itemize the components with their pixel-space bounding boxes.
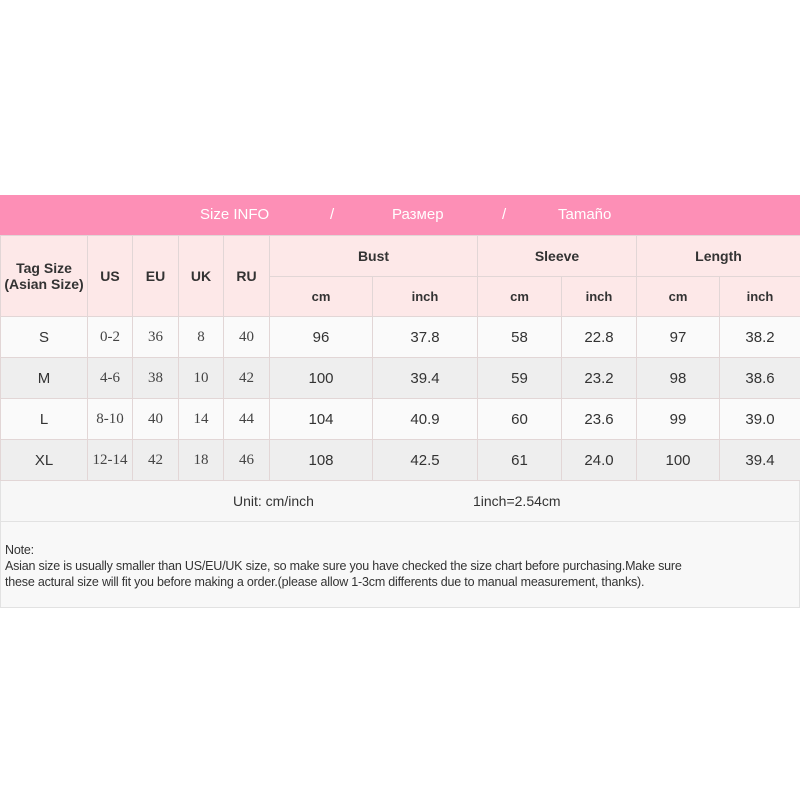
header-sleeve-inch: inch (561, 276, 637, 317)
note-section: Note: Asian size is usually smaller than… (0, 522, 800, 608)
cell-length-cm: 99 (636, 398, 720, 440)
banner-separator: / (502, 206, 507, 223)
cell-length-in: 38.6 (719, 357, 800, 399)
cell-uk: 18 (178, 439, 224, 481)
header-length: Length (636, 235, 800, 277)
cell-length-in: 39.4 (719, 439, 800, 481)
cell-sleeve-in: 22.8 (561, 316, 637, 358)
unit-row: Unit: cm/inch 1inch=2.54cm (0, 481, 800, 522)
cell-length-in: 39.0 (719, 398, 800, 440)
note-title: Note: (5, 543, 34, 557)
note-line: these actural size will fit you before m… (5, 575, 645, 589)
cell-bust-in: 42.5 (372, 439, 478, 481)
cell-tag: XL (0, 439, 88, 481)
cell-ru: 44 (223, 398, 270, 440)
header-bust-inch: inch (372, 276, 478, 317)
cell-eu: 40 (132, 398, 179, 440)
size-chart: Size INFO / Размер / Tamaño Tag Size (As… (0, 195, 800, 608)
header-tag-size: Tag Size (Asian Size) (0, 235, 88, 317)
table-row: L 8-10 40 14 44 104 40.9 60 23.6 99 39.0 (0, 398, 800, 440)
table-row: XL 12-14 42 18 46 108 42.5 61 24.0 100 39.4 (0, 439, 800, 481)
banner-title-ru: Размер (392, 206, 444, 223)
table-row: M 4-6 38 10 42 100 39.4 59 23.2 98 38.6 (0, 357, 800, 399)
cell-sleeve-cm: 60 (477, 398, 562, 440)
cell-us: 4-6 (87, 357, 133, 399)
cell-sleeve-in: 23.2 (561, 357, 637, 399)
cell-tag: L (0, 398, 88, 440)
table-row: S 0-2 36 8 40 96 37.8 58 22.8 97 38.2 (0, 316, 800, 358)
cell-tag: M (0, 357, 88, 399)
cell-uk: 8 (178, 316, 224, 358)
cell-bust-cm: 100 (269, 357, 373, 399)
cell-bust-cm: 108 (269, 439, 373, 481)
size-table: Tag Size (Asian Size) US EU UK RU Bust S… (0, 235, 800, 481)
header-ru: RU (223, 235, 270, 317)
header-length-cm: cm (636, 276, 720, 317)
cell-eu: 42 (132, 439, 179, 481)
cell-sleeve-in: 24.0 (561, 439, 637, 481)
cell-sleeve-cm: 61 (477, 439, 562, 481)
cell-ru: 40 (223, 316, 270, 358)
unit-label: Unit: cm/inch (233, 493, 314, 509)
cell-length-cm: 100 (636, 439, 720, 481)
cell-tag: S (0, 316, 88, 358)
cell-length-in: 38.2 (719, 316, 800, 358)
cell-sleeve-cm: 58 (477, 316, 562, 358)
header-sleeve-cm: cm (477, 276, 562, 317)
header-length-inch: inch (719, 276, 800, 317)
note-line: Asian size is usually smaller than US/EU… (5, 559, 682, 573)
header-bust: Bust (269, 235, 478, 277)
cell-us: 8-10 (87, 398, 133, 440)
cell-bust-in: 37.8 (372, 316, 478, 358)
cell-uk: 10 (178, 357, 224, 399)
cell-eu: 38 (132, 357, 179, 399)
cell-bust-in: 40.9 (372, 398, 478, 440)
banner-title-es: Tamaño (558, 206, 612, 223)
cell-bust-cm: 104 (269, 398, 373, 440)
cell-uk: 14 (178, 398, 224, 440)
banner-separator: / (330, 206, 335, 223)
header-us: US (87, 235, 133, 317)
cell-ru: 46 (223, 439, 270, 481)
cell-sleeve-in: 23.6 (561, 398, 637, 440)
header-sleeve: Sleeve (477, 235, 637, 277)
cell-sleeve-cm: 59 (477, 357, 562, 399)
header-uk: UK (178, 235, 224, 317)
cell-ru: 42 (223, 357, 270, 399)
banner-title-en: Size INFO (200, 206, 270, 223)
header-bust-cm: cm (269, 276, 373, 317)
cell-us: 12-14 (87, 439, 133, 481)
header-eu: EU (132, 235, 179, 317)
cell-bust-in: 39.4 (372, 357, 478, 399)
size-info-banner: Size INFO / Размер / Tamaño (0, 195, 800, 235)
unit-conversion: 1inch=2.54cm (473, 493, 561, 509)
cell-eu: 36 (132, 316, 179, 358)
cell-length-cm: 97 (636, 316, 720, 358)
cell-length-cm: 98 (636, 357, 720, 399)
cell-us: 0-2 (87, 316, 133, 358)
cell-bust-cm: 96 (269, 316, 373, 358)
